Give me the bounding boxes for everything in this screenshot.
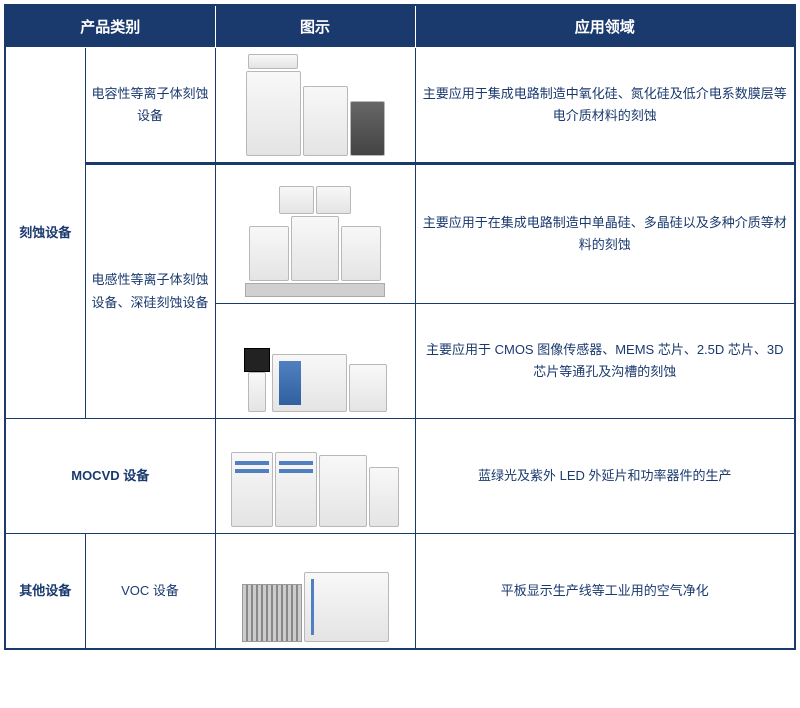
category-cell: MOCVD 设备 xyxy=(5,419,215,534)
table-row: 电感性等离子体刻蚀设备、深硅刻蚀设备 主要应用于在集成电路制造中单晶硅、多晶硅以… xyxy=(5,164,795,304)
category-cell: 刻蚀设备 xyxy=(5,48,85,419)
image-cell xyxy=(215,48,415,164)
application-cell: 主要应用于在集成电路制造中单晶硅、多晶硅以及多种介质等材料的刻蚀 xyxy=(415,164,795,304)
image-cell xyxy=(215,164,415,304)
header-image: 图示 xyxy=(215,5,415,48)
product-table: 产品类别 图示 应用领域 刻蚀设备 电容性等离子体刻蚀设备 主要应用于集成电路制… xyxy=(4,4,796,650)
application-cell: 蓝绿光及紫外 LED 外延片和功率器件的生产 xyxy=(415,419,795,534)
equipment-illustration xyxy=(222,54,409,156)
category-cell: 其他设备 xyxy=(5,534,85,649)
image-cell xyxy=(215,534,415,649)
application-cell: 主要应用于集成电路制造中氧化硅、氮化硅及低介电系数膜层等电介质材料的刻蚀 xyxy=(415,48,795,164)
equipment-illustration xyxy=(222,540,409,642)
equipment-illustration xyxy=(222,171,409,297)
subcategory-cell: VOC 设备 xyxy=(85,534,215,649)
application-cell: 主要应用于 CMOS 图像传感器、MEMS 芯片、2.5D 芯片、3D 芯片等通… xyxy=(415,304,795,419)
equipment-illustration xyxy=(222,425,409,527)
image-cell xyxy=(215,419,415,534)
application-cell: 平板显示生产线等工业用的空气净化 xyxy=(415,534,795,649)
table-row: MOCVD 设备 蓝绿光及紫外 LED 外延片和功率器件的生产 xyxy=(5,419,795,534)
header-category: 产品类别 xyxy=(5,5,215,48)
image-cell xyxy=(215,304,415,419)
header-row: 产品类别 图示 应用领域 xyxy=(5,5,795,48)
table-row: 刻蚀设备 电容性等离子体刻蚀设备 主要应用于集成电路制造中氧化硅、氮化硅及低介电… xyxy=(5,48,795,164)
table-row: 其他设备 VOC 设备 平板显示生产线等工业用的空气净化 xyxy=(5,534,795,649)
equipment-illustration xyxy=(222,310,409,412)
header-application: 应用领域 xyxy=(415,5,795,48)
subcategory-cell: 电感性等离子体刻蚀设备、深硅刻蚀设备 xyxy=(85,164,215,419)
subcategory-cell: 电容性等离子体刻蚀设备 xyxy=(85,48,215,164)
